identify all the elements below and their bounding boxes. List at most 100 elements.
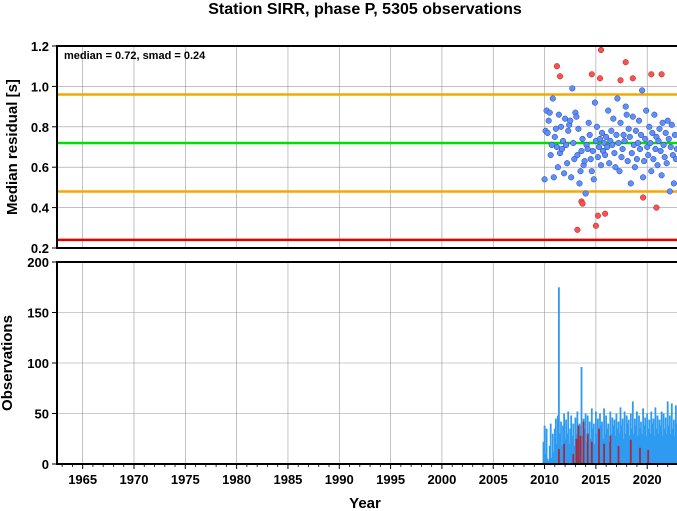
point-inlier — [608, 127, 615, 134]
bar-observations — [665, 433, 668, 464]
bar-observations — [545, 428, 548, 464]
point-inlier — [553, 143, 560, 151]
point-inlier — [640, 174, 647, 181]
bar-observations — [607, 423, 610, 464]
bar-observations — [576, 411, 579, 464]
bar-observations — [591, 428, 594, 464]
point-inlier — [616, 168, 623, 175]
point-inlier — [631, 164, 638, 171]
bar-observations — [584, 413, 587, 464]
x-tick-label: 2020 — [633, 472, 662, 487]
bar-observations — [544, 453, 547, 464]
bar-observations — [641, 433, 643, 464]
bar-observations — [550, 457, 553, 464]
bar-outliers — [586, 433, 589, 464]
bottom-y-tick-label: 150 — [27, 306, 49, 321]
bar-outliers — [609, 435, 612, 464]
point-inlier — [646, 123, 653, 130]
bar-observations — [631, 401, 634, 464]
point-outlier — [602, 210, 609, 217]
point-inlier — [643, 107, 650, 114]
point-inlier — [621, 137, 628, 144]
bar-observations — [558, 287, 560, 465]
point-inlier — [593, 123, 600, 130]
bar-observations — [638, 415, 640, 464]
point-inlier — [582, 190, 589, 197]
point-inlier — [603, 133, 610, 140]
point-inlier — [609, 141, 616, 149]
point-inlier — [648, 168, 655, 175]
point-inlier — [551, 133, 558, 140]
bar-observations — [578, 423, 581, 464]
point-inlier — [602, 152, 609, 159]
bar-observations — [653, 435, 656, 464]
bar-observations — [600, 425, 602, 464]
bar-observations — [618, 433, 621, 464]
bar-observations — [635, 425, 637, 464]
bar-observations — [552, 451, 555, 464]
bar-observations — [658, 419, 661, 464]
point-outlier — [556, 73, 564, 80]
point-outlier — [594, 212, 601, 219]
point-inlier — [565, 127, 572, 134]
x-tick-label: 1985 — [273, 472, 302, 487]
bar-observations — [573, 445, 576, 464]
bar-observations — [565, 419, 567, 464]
bar-observations — [662, 413, 665, 464]
point-inlier — [612, 164, 619, 171]
point-inlier — [571, 156, 578, 163]
bar-observations — [589, 438, 592, 465]
point-inlier — [585, 119, 592, 126]
point-inlier — [641, 158, 648, 165]
bar-observations — [647, 428, 650, 464]
point-inlier — [614, 95, 621, 102]
bar-observations — [646, 413, 649, 464]
top-y-ticks: 0.2 0.4 0.6 0.8 1.0 1.2 — [31, 39, 57, 256]
bar-observations — [637, 435, 639, 464]
point-inlier — [633, 156, 640, 163]
point-inlier — [594, 154, 601, 161]
point-inlier — [629, 113, 636, 120]
bar-observations — [615, 413, 618, 464]
bar-observations — [613, 419, 616, 464]
point-inlier — [597, 162, 605, 169]
scatter-points — [541, 46, 677, 233]
point-inlier — [639, 87, 646, 94]
point-inlier — [549, 95, 556, 102]
point-inlier — [620, 131, 627, 138]
point-outlier — [553, 63, 560, 70]
point-inlier — [613, 131, 620, 138]
x-tick-label: 1995 — [376, 472, 405, 487]
point-inlier — [619, 145, 626, 153]
point-inlier — [626, 133, 633, 140]
point-outlier — [622, 59, 629, 66]
bar-observations — [672, 428, 674, 464]
observation-bars — [542, 287, 677, 465]
point-inlier — [635, 117, 643, 124]
bar-observations — [627, 419, 630, 464]
point-inlier — [666, 188, 673, 195]
bar-observations — [553, 428, 556, 464]
point-inlier — [547, 152, 554, 159]
point-inlier — [625, 125, 632, 132]
bar-observations — [604, 433, 606, 464]
bar-observations — [581, 435, 584, 464]
point-inlier — [559, 137, 567, 144]
point-inlier — [647, 139, 654, 147]
point-inlier — [645, 152, 652, 159]
top-grid — [57, 45, 677, 249]
point-inlier — [575, 125, 582, 132]
bar-observations — [570, 415, 573, 464]
x-tick-label: 1980 — [222, 472, 251, 487]
point-inlier — [591, 99, 598, 106]
bar-observations — [663, 428, 666, 464]
bar-observations — [630, 428, 633, 464]
point-inlier — [622, 103, 629, 110]
bar-observations — [569, 428, 572, 464]
bar-outliers — [563, 443, 565, 464]
point-inlier — [655, 137, 662, 144]
bar-observations — [601, 421, 603, 464]
bar-observations — [594, 443, 596, 464]
point-inlier — [658, 172, 665, 179]
point-inlier — [596, 135, 604, 142]
